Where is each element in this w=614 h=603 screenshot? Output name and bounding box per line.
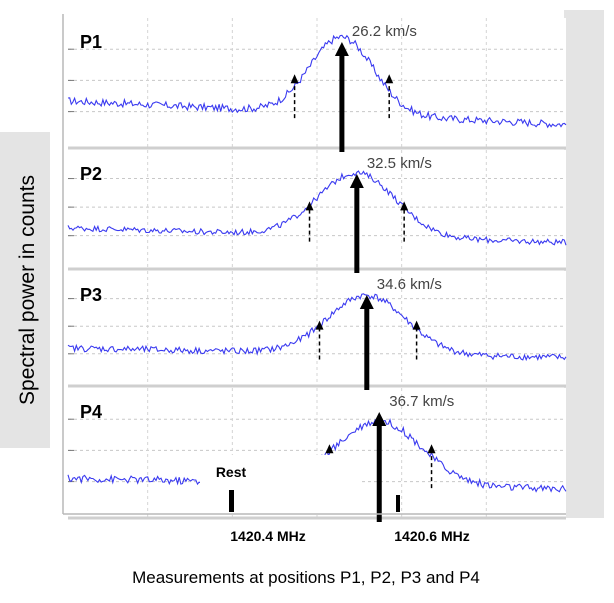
side-arrow bbox=[400, 201, 409, 242]
panel-label-p1: P1 bbox=[80, 32, 102, 52]
side-arrow-head bbox=[315, 320, 324, 330]
velocity-label-p4: 36.7 km/s bbox=[389, 393, 454, 410]
peak-arrow-head bbox=[359, 295, 374, 309]
panel-label-p3: P3 bbox=[80, 285, 102, 305]
x-axis-area: Rest bbox=[63, 455, 566, 515]
panel-p2: P2 32.5 km/s bbox=[67, 150, 567, 271]
side-arrow bbox=[427, 444, 436, 489]
spectrum-line-p2 bbox=[67, 170, 567, 246]
side-arrow-head bbox=[325, 444, 334, 454]
spectrum-line-p1 bbox=[67, 34, 567, 129]
rest-frequency-marker bbox=[229, 490, 234, 512]
spectrum-panels: P1 26.2 km/s P2 32.5 km/s P3 34.6 km/s P4 36.7 … bbox=[62, 14, 567, 520]
peak-arrow-p1 bbox=[334, 42, 349, 152]
side-arrow-head bbox=[412, 320, 421, 330]
side-arrow-head bbox=[385, 74, 394, 84]
panel-label-p2: P2 bbox=[80, 164, 102, 184]
panel-background bbox=[68, 150, 566, 269]
side-arrow-head bbox=[305, 201, 314, 211]
side-arrow-head bbox=[427, 444, 436, 454]
side-arrow bbox=[315, 320, 324, 360]
frequency-tick-1420-6 bbox=[396, 495, 400, 512]
panel-label-p4: P4 bbox=[80, 402, 102, 422]
side-arrow-head bbox=[400, 201, 409, 211]
side-arrow bbox=[412, 320, 421, 360]
peak-arrow-p4 bbox=[372, 412, 387, 522]
peak-arrow-head bbox=[349, 174, 364, 188]
rest-label-bg bbox=[200, 455, 360, 515]
panel-p1: P1 26.2 km/s bbox=[67, 18, 567, 150]
figure-caption: Measurements at positions P1, P2, P3 and… bbox=[132, 568, 480, 587]
side-arrow bbox=[385, 74, 394, 119]
panel-p3: P3 34.6 km/s bbox=[67, 271, 567, 388]
x-tick-label-1420-6: 1420.6 MHz bbox=[394, 528, 469, 544]
y-axis-label: Spectral power in counts bbox=[16, 175, 39, 405]
peak-arrow-head bbox=[334, 42, 349, 56]
rest-label: Rest bbox=[216, 464, 247, 480]
side-arrow bbox=[290, 74, 299, 119]
peak-arrow-head bbox=[372, 412, 387, 426]
ylabel-band bbox=[0, 132, 50, 448]
side-arrow-head bbox=[290, 74, 299, 84]
velocity-label-p2: 32.5 km/s bbox=[367, 155, 432, 172]
right-frame bbox=[564, 10, 604, 518]
annotation-layer: Rest bbox=[63, 42, 566, 522]
peak-arrow-p2 bbox=[349, 174, 364, 273]
x-tick-label-1420-4: 1420.4 MHz bbox=[230, 528, 305, 544]
peak-arrow-p3 bbox=[359, 295, 374, 390]
velocity-label-p3: 34.6 km/s bbox=[377, 276, 442, 293]
side-arrow bbox=[305, 201, 314, 242]
velocity-label-p1: 26.2 km/s bbox=[352, 23, 417, 40]
